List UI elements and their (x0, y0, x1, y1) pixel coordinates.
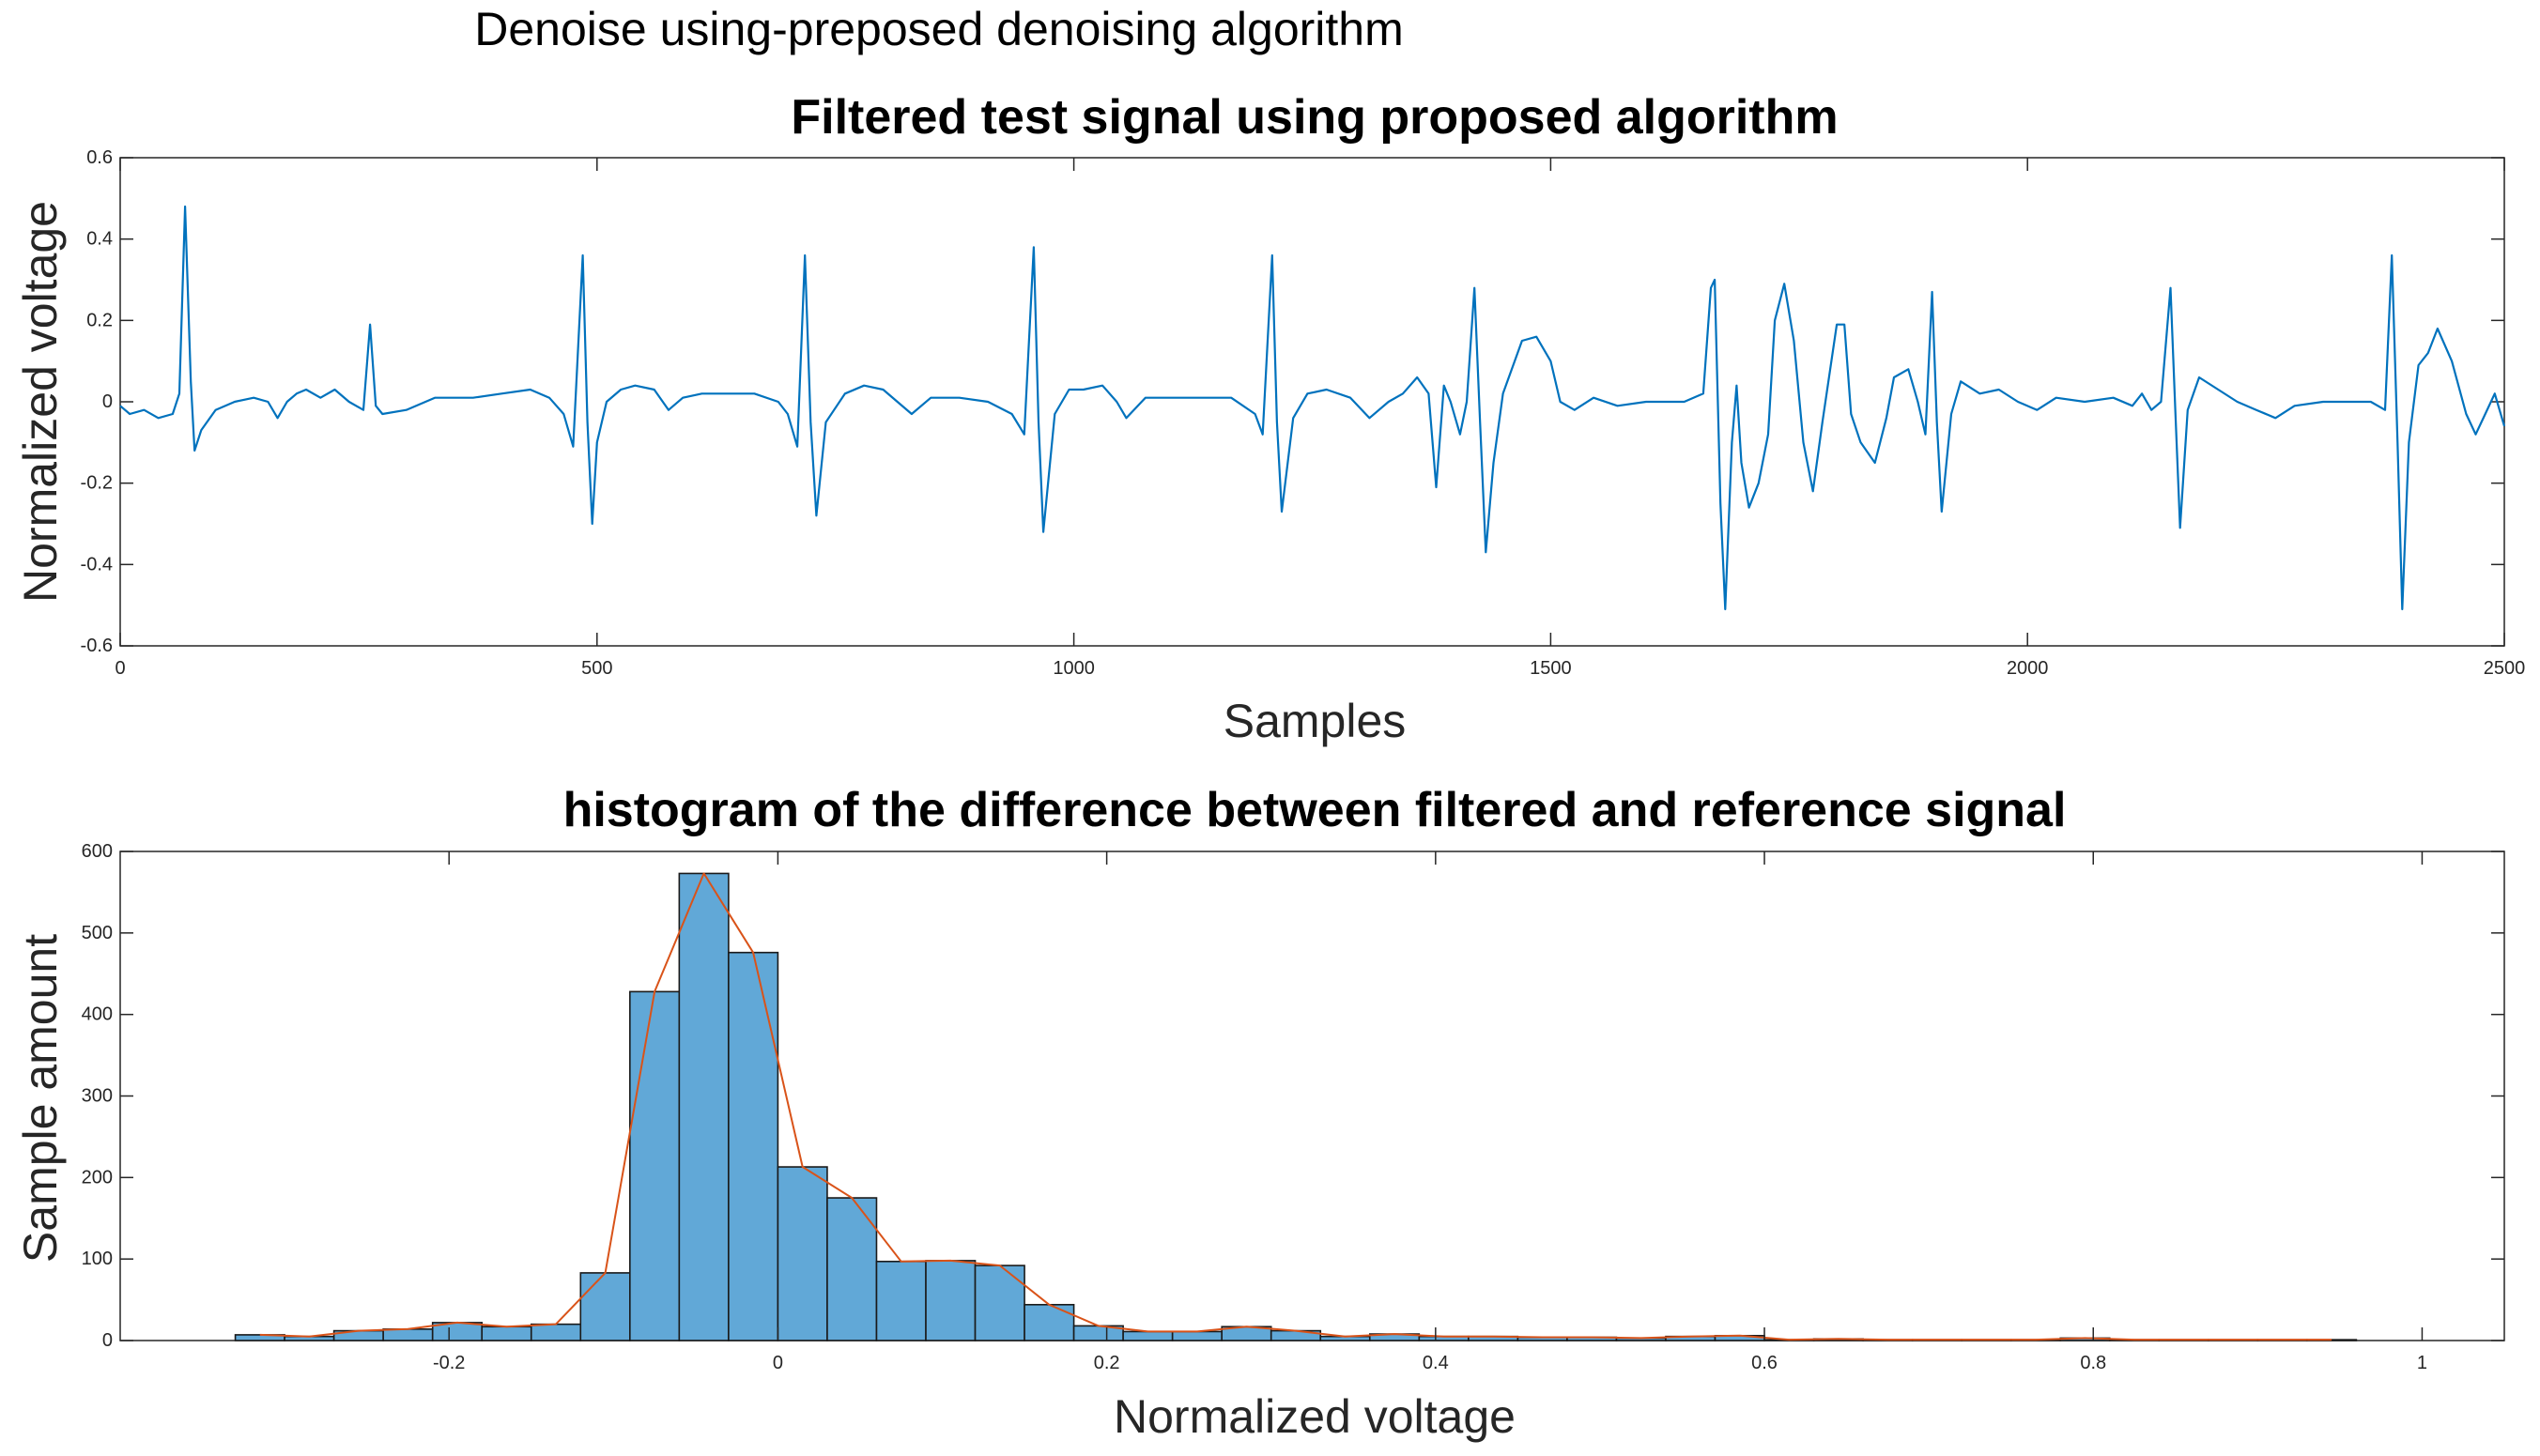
histogram-chart-title: histogram of the difference between filt… (563, 783, 2067, 837)
histogram-overlay-line (259, 872, 2332, 1341)
histogram-bar (1122, 1330, 1174, 1341)
histogram-bar (777, 1166, 828, 1341)
signal-series (119, 205, 2506, 611)
histogram-y-tick-label: 600 (82, 841, 113, 862)
histogram-y-tick-label: 500 (82, 923, 113, 943)
figure-suptitle: Denoise using-preposed denoising algorit… (474, 3, 1404, 55)
histogram-x-tick-label: -0.2 (433, 1353, 465, 1373)
histogram-x-ticks: -0.2 0 0.2 0.4 0.6 0.8 1 (433, 851, 2427, 1373)
signal-y-tick-label: 0 (102, 391, 113, 412)
signal-chart: Filtered test signal using proposed algo… (14, 90, 2525, 747)
histogram-y-tick-label: 100 (82, 1249, 113, 1269)
signal-x-tick-label: 2000 (2007, 658, 2049, 679)
histogram-bar (974, 1264, 1025, 1341)
histogram-bar (1171, 1330, 1223, 1341)
histogram-y-ticks: 0 100 200 300 400 500 600 (82, 841, 2504, 1351)
signal-x-tick-label: 1000 (1053, 658, 1095, 679)
signal-x-tick-label: 2500 (2484, 658, 2526, 679)
histogram-bar (382, 1328, 434, 1341)
histogram-y-tick-label: 0 (102, 1330, 113, 1351)
signal-x-axis-label: Samples (1224, 695, 1407, 747)
histogram-x-tick-label: 0.6 (1751, 1353, 1778, 1373)
histogram-y-tick-label: 200 (82, 1167, 113, 1188)
histogram-x-tick-label: 0 (773, 1353, 783, 1373)
histogram-overlay (259, 872, 2332, 1341)
signal-y-tick-label: -0.4 (81, 554, 113, 575)
signal-y-tick-label: 0.4 (86, 229, 113, 250)
histogram-plot-area (119, 851, 2505, 1341)
histogram-x-tick-label: 0.4 (1423, 1353, 1449, 1373)
histogram-chart: histogram of the difference between filt… (14, 783, 2505, 1443)
signal-y-tick-label: -0.2 (81, 473, 113, 494)
signal-line (119, 205, 2506, 611)
histogram-bar (875, 1260, 927, 1341)
signal-y-tick-label: 0.6 (86, 147, 113, 168)
signal-y-axis-label: Normalized voltage (14, 201, 67, 603)
histogram-bars (234, 872, 2358, 1341)
histogram-y-tick-label: 400 (82, 1004, 113, 1025)
histogram-x-tick-label: 0.8 (2080, 1353, 2106, 1373)
histogram-y-axis-label: Sample amount (14, 934, 67, 1263)
signal-y-tick-label: 0.2 (86, 310, 113, 330)
histogram-bar (629, 990, 681, 1341)
signal-x-tick-label: 500 (581, 658, 612, 679)
histogram-bar (530, 1323, 582, 1341)
signal-chart-title: Filtered test signal using proposed algo… (791, 90, 1838, 145)
signal-plot-area (119, 157, 2505, 647)
histogram-x-tick-label: 0.2 (1094, 1353, 1120, 1373)
signal-x-ticks: 0 500 1000 1500 2000 2500 (115, 158, 2525, 679)
histogram-bar (481, 1326, 532, 1341)
histogram-bar (1024, 1303, 1075, 1341)
histogram-x-tick-label: 1 (2417, 1353, 2427, 1373)
signal-x-tick-label: 1500 (1530, 658, 1572, 679)
histogram-bar (678, 872, 730, 1341)
histogram-y-tick-label: 300 (82, 1086, 113, 1107)
signal-x-tick-label: 0 (115, 658, 125, 679)
histogram-bar (925, 1260, 977, 1341)
histogram-bar (728, 951, 779, 1341)
signal-y-tick-label: -0.6 (81, 636, 113, 656)
histogram-bar (579, 1272, 631, 1341)
histogram-x-axis-label: Normalized voltage (1114, 1390, 1516, 1443)
